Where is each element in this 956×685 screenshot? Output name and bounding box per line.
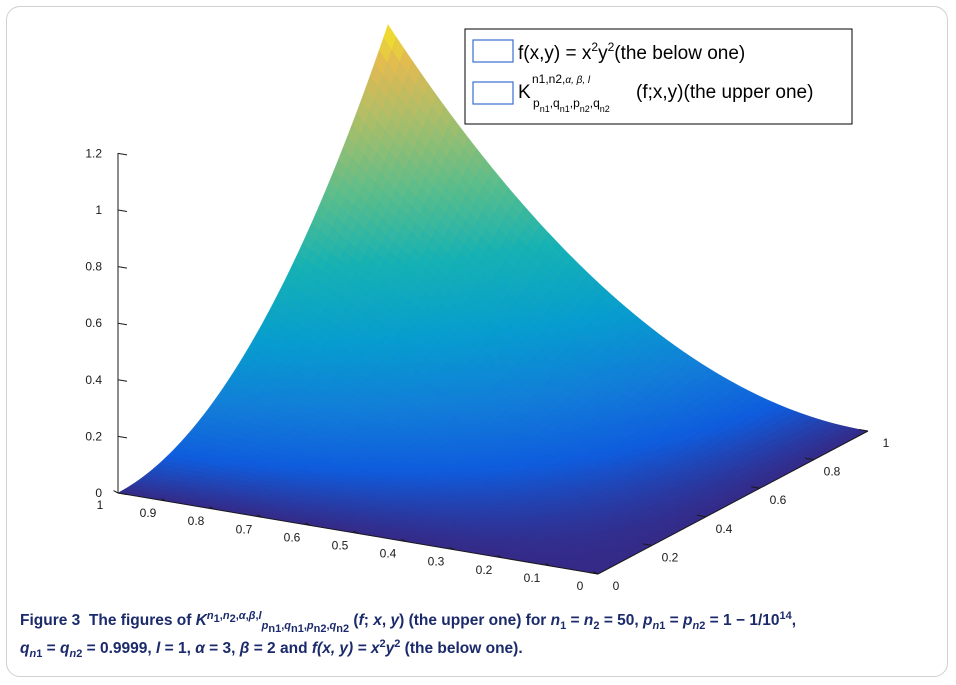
surface-plots [117, 24, 869, 575]
figure-frame [6, 6, 948, 677]
surface-chart: 00.20.40.60.811.210.90.80.70.60.50.40.30… [85, 24, 890, 593]
